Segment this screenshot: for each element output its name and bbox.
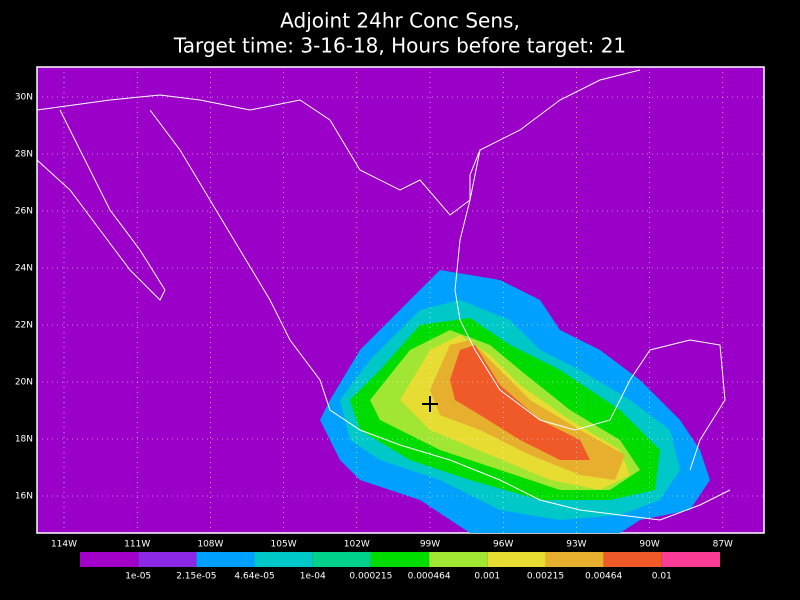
colorbar-box — [661, 552, 720, 567]
lon-tick-label: 96W — [493, 540, 513, 550]
coastline — [454, 149, 726, 471]
lon-tick-label: 99W — [420, 540, 440, 550]
lon-tick-label: 102W — [344, 540, 370, 550]
colorbar-label: 4.64e-05 — [234, 572, 274, 582]
lon-tick-label: 105W — [271, 540, 297, 550]
colorbar-label: 0.01 — [652, 572, 672, 582]
lat-tick-label: 22N — [15, 321, 33, 331]
lon-tick-label: 108W — [197, 540, 223, 550]
lon-tick-label: 87W — [713, 540, 733, 550]
lat-tick-label: 18N — [15, 435, 33, 445]
colorbar-box — [429, 552, 488, 567]
colorbar-label: 0.000464 — [408, 572, 451, 582]
colorbar-label: 0.00464 — [585, 572, 622, 582]
border — [36, 69, 641, 216]
lat-tick-label: 28N — [15, 150, 33, 160]
colorbar-box — [487, 552, 546, 567]
lon-tick-label: 93W — [566, 540, 586, 550]
lon-tick-label: 111W — [124, 540, 150, 550]
colorbar-box — [603, 552, 662, 567]
colorbar-label: 1e-04 — [300, 572, 326, 582]
colorbar-label: 0.000215 — [349, 572, 392, 582]
title-line: Adjoint 24hr Conc Sens, — [280, 9, 520, 33]
coastline — [149, 109, 731, 521]
colorbar-box — [138, 552, 197, 567]
lat-tick-label: 20N — [15, 378, 33, 388]
coastlines — [36, 69, 731, 521]
colorbar-box — [196, 552, 255, 567]
lat-tick-label: 16N — [15, 492, 33, 502]
colorbar-label: 1e-05 — [125, 572, 151, 582]
marker — [422, 396, 438, 412]
colorbar-box — [545, 552, 604, 567]
lon-tick-label: 114W — [51, 540, 77, 550]
lon-tick-label: 90W — [639, 540, 659, 550]
lat-tick-label: 30N — [15, 93, 33, 103]
colorbar-label: 2.15e-05 — [176, 572, 216, 582]
contour — [450, 345, 590, 460]
colorbar-box — [254, 552, 313, 567]
lat-tick-label: 26N — [15, 207, 33, 217]
colorbar-label: 0.001 — [474, 572, 500, 582]
lat-tick-label: 24N — [15, 264, 33, 274]
colorbar-label: 0.00215 — [527, 572, 564, 582]
colorbar-box — [370, 552, 430, 567]
colorbar-box — [312, 552, 371, 567]
colorbar-box — [80, 552, 139, 567]
title-line: Target time: 3-16-18, Hours before targe… — [173, 34, 626, 58]
coastline — [36, 109, 166, 301]
